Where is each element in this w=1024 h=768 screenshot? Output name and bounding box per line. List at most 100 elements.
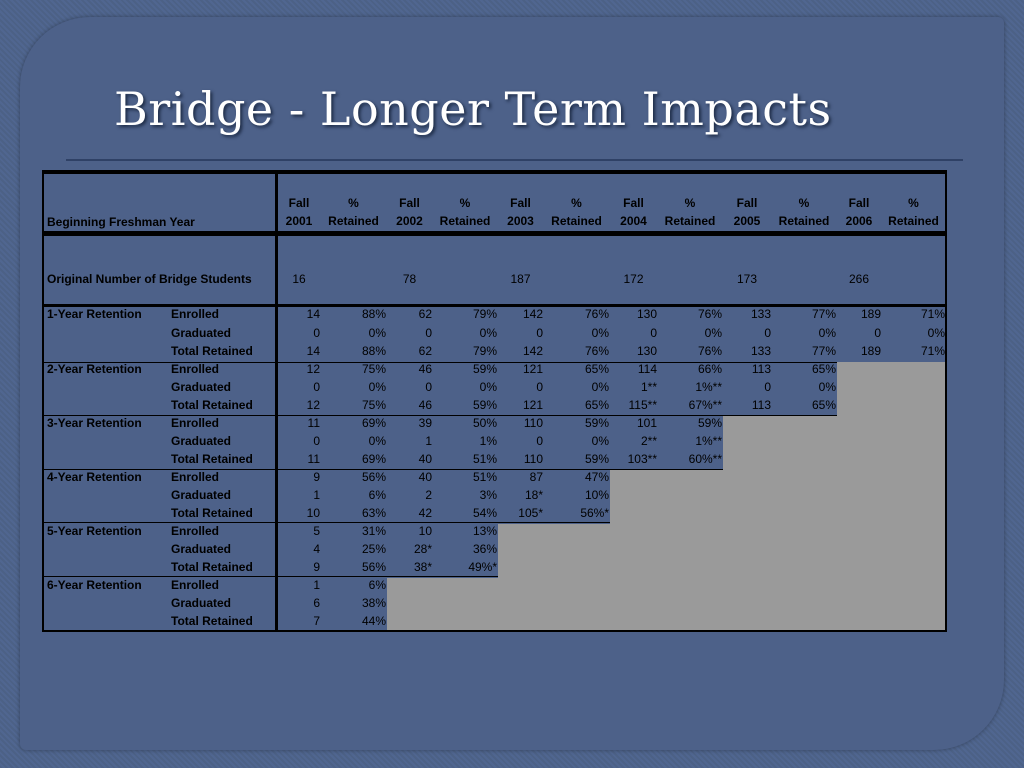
table-cell: 51% xyxy=(472,470,497,484)
table-cell: 0 xyxy=(313,380,320,394)
table-left-panel xyxy=(44,363,275,415)
table-cell: 59% xyxy=(584,416,609,430)
table-cell: 59% xyxy=(472,362,497,376)
table-cell: 0 xyxy=(650,326,657,340)
row-label: Total Retained xyxy=(171,614,253,628)
table-cell: 56% xyxy=(361,470,386,484)
row-label: Total Retained xyxy=(171,398,253,412)
table-cell: 76% xyxy=(584,307,609,321)
table-cell: 9 xyxy=(313,470,320,484)
table-cell: 113 xyxy=(751,398,771,412)
table-cell: 75% xyxy=(361,398,386,412)
table-cell: 0% xyxy=(704,326,722,340)
table-cell: 0 xyxy=(536,326,543,340)
table-cell: 11 xyxy=(307,416,320,430)
table-cell: 3% xyxy=(479,488,497,502)
column-header: % xyxy=(348,196,359,210)
empty-fill xyxy=(610,506,945,524)
column-header: 2002 xyxy=(396,214,423,228)
table-cell: 0% xyxy=(818,380,836,394)
row-label: Enrolled xyxy=(171,470,220,484)
column-header: Retained xyxy=(664,214,716,228)
table-cell: 10 xyxy=(418,524,432,538)
table-cell: 0 xyxy=(425,326,432,340)
table-data-panel xyxy=(278,307,945,362)
row-label: Graduated xyxy=(171,488,232,502)
table-cell: 50% xyxy=(472,416,497,430)
table-cell: 1 xyxy=(313,488,320,502)
table-cell: 130 xyxy=(636,344,657,358)
table-cell: 42 xyxy=(418,506,432,520)
table-cell: 0 xyxy=(536,380,543,394)
row-label: Enrolled xyxy=(171,362,220,376)
table-cell: 14 xyxy=(306,307,320,321)
empty-fill xyxy=(610,488,945,506)
empty-fill xyxy=(837,398,945,416)
row-label: Graduated xyxy=(171,326,232,340)
table-cell: 1 xyxy=(425,434,432,448)
table-cell: 1%** xyxy=(695,434,722,448)
row-label: Total Retained xyxy=(171,506,253,520)
row-label: Graduated xyxy=(171,434,232,448)
table-cell: 133 xyxy=(750,344,771,358)
row-label: Enrolled xyxy=(171,524,220,538)
table-cell: 189 xyxy=(860,307,881,321)
table-cell: 10 xyxy=(306,506,320,520)
table-cell: 65% xyxy=(584,398,609,412)
table-cell: 2 xyxy=(425,488,432,502)
table-cell: 12 xyxy=(306,362,320,376)
column-header: Retained xyxy=(439,214,491,228)
table-cell: 65% xyxy=(811,398,836,412)
original-number-value: 172 xyxy=(623,272,644,286)
table-cell: 77% xyxy=(811,344,836,358)
table-left-panel xyxy=(44,577,275,630)
table-cell: 6% xyxy=(368,488,386,502)
table-cell: 75% xyxy=(361,362,386,376)
table-cell: 0 xyxy=(874,326,881,340)
table-cell: 77% xyxy=(811,307,836,321)
table-cell: 6 xyxy=(313,596,320,610)
column-header: 2003 xyxy=(507,214,534,228)
original-number-value: 173 xyxy=(736,272,758,286)
column-header: Retained xyxy=(778,214,830,228)
row-label: Graduated xyxy=(171,542,232,556)
table-cell: 62 xyxy=(418,344,432,358)
table-cell: 0% xyxy=(591,326,609,340)
table-cell: 0% xyxy=(591,380,609,394)
column-header: Retained xyxy=(888,214,939,228)
column-header: % xyxy=(459,196,471,210)
table-cell: 189 xyxy=(860,344,881,358)
table-cell: 65% xyxy=(584,362,609,376)
table-cell: 1% xyxy=(479,434,497,448)
table-cell: 11 xyxy=(307,452,320,466)
row-label: Enrolled xyxy=(171,307,220,321)
table-cell: 76% xyxy=(584,344,609,358)
header-label: Beginning Freshman Year xyxy=(47,215,195,229)
group-label: 6-Year Retention xyxy=(47,578,142,592)
table-cell: 7 xyxy=(313,614,320,628)
table-cell: 14 xyxy=(306,344,320,358)
table-cell: 105* xyxy=(518,506,543,520)
original-number-value: 266 xyxy=(848,272,870,286)
table-cell: 113 xyxy=(751,362,771,376)
table-cell: 79% xyxy=(472,344,497,358)
table-cell: 31% xyxy=(361,524,386,538)
empty-fill xyxy=(498,560,945,578)
table-cell: 62 xyxy=(418,307,432,321)
row-label: Graduated xyxy=(171,596,232,610)
empty-fill xyxy=(387,578,945,596)
table-cell: 5 xyxy=(313,524,320,538)
table-cell: 142 xyxy=(522,307,543,321)
table-cell: 46 xyxy=(418,362,432,376)
table-cell: 103** xyxy=(627,452,657,466)
table-cell: 1%** xyxy=(695,380,722,394)
table-cell: 59% xyxy=(472,398,497,412)
table-data-panel xyxy=(278,290,945,304)
table-cell: 1 xyxy=(313,578,320,592)
table-cell: 0% xyxy=(927,326,945,340)
table-cell: 76% xyxy=(697,344,722,358)
column-header: Fall xyxy=(399,196,420,210)
table-cell: 59% xyxy=(584,452,609,466)
table-cell: 101 xyxy=(636,416,657,430)
table-cell: 121 xyxy=(522,398,543,412)
